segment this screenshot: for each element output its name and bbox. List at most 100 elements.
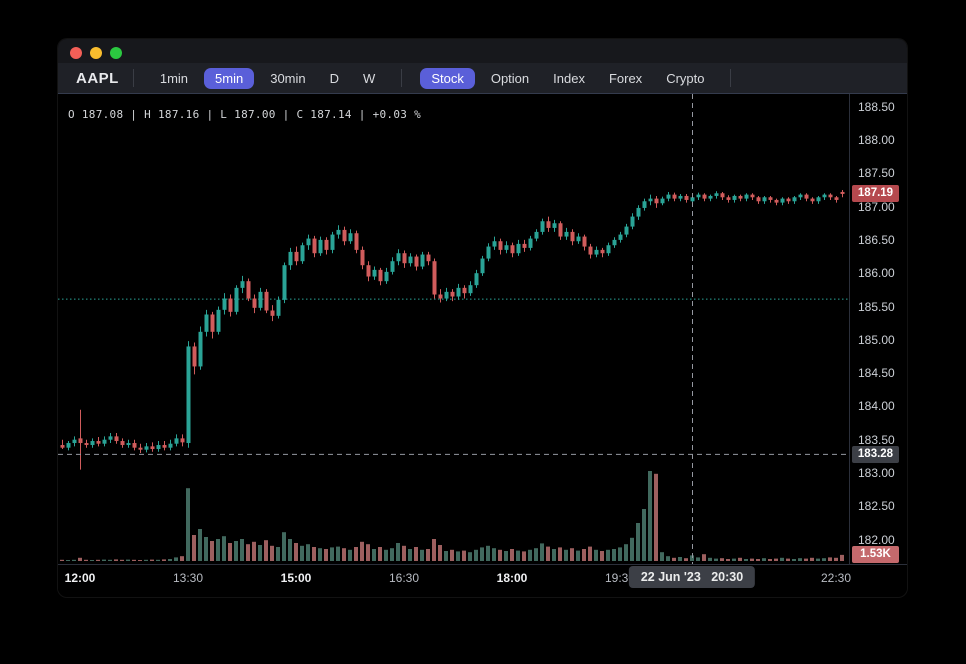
candle-body xyxy=(492,241,497,247)
candle-body xyxy=(780,198,785,203)
candle-body xyxy=(132,443,137,448)
volume-bar xyxy=(198,529,202,561)
price-chart: O 187.08 | H 187.16 | L 187.00 | C 187.1… xyxy=(58,94,907,564)
candle-body xyxy=(750,194,755,198)
candle-body xyxy=(192,346,197,367)
candle-body xyxy=(480,258,485,274)
candle-body xyxy=(324,239,329,250)
candle-body xyxy=(756,197,761,202)
crosshair-price-badge: 183.28 xyxy=(852,445,899,463)
candlestick-plot[interactable] xyxy=(58,94,849,564)
volume-bar xyxy=(780,557,784,561)
volume-bar xyxy=(384,549,388,561)
candle-body xyxy=(300,245,305,262)
volume-bar xyxy=(420,549,424,561)
volume-bar xyxy=(576,550,580,561)
volume-bar xyxy=(834,557,838,561)
candle-body xyxy=(138,447,143,450)
minimize-window-button[interactable] xyxy=(90,47,102,59)
toolbar: AAPL 1min 5min 30min D W Stock Option Index For… xyxy=(58,63,907,94)
volume-bar xyxy=(510,549,514,561)
volume-bar xyxy=(156,559,160,561)
market-tab-option[interactable]: Option xyxy=(490,70,530,86)
candle-body xyxy=(450,291,455,297)
volume-bar xyxy=(654,473,658,561)
candle-body xyxy=(144,446,149,450)
market-tab-index[interactable]: Index xyxy=(553,70,585,86)
candle-body xyxy=(540,221,545,232)
volume-bar xyxy=(600,551,604,561)
volume-badge: 1.53K xyxy=(852,546,899,564)
price-axis-label: 187.00 xyxy=(858,199,895,214)
close-window-button[interactable] xyxy=(70,47,82,59)
volume-bar xyxy=(204,537,208,561)
volume-bar xyxy=(96,559,100,561)
candle-body xyxy=(546,221,551,228)
timeframe-button-W[interactable]: W xyxy=(363,70,376,86)
candle-body xyxy=(594,249,599,255)
candle-body xyxy=(60,445,65,448)
candle-body xyxy=(660,198,665,204)
timeframe-button-5min[interactable]: 5min xyxy=(204,67,255,89)
market-tab-stock[interactable]: Stock xyxy=(420,67,475,89)
candle-body xyxy=(522,243,527,248)
volume-bar xyxy=(336,546,340,561)
candle-body xyxy=(834,197,839,200)
volume-bar xyxy=(588,546,592,561)
price-axis-label: 186.00 xyxy=(858,266,895,281)
candle-body xyxy=(582,236,587,247)
timeframe-button-D[interactable]: D xyxy=(329,70,340,86)
candle-body xyxy=(804,194,809,199)
volume-bar xyxy=(102,559,106,561)
window-titlebar[interactable] xyxy=(58,39,907,63)
volume-bar xyxy=(468,552,472,561)
timeframe-button-1min[interactable]: 1min xyxy=(159,70,189,86)
timeframe-button-30min[interactable]: 30min xyxy=(270,70,306,86)
market-tab-crypto[interactable]: Crypto xyxy=(666,70,705,86)
time-axis[interactable]: 12:00 13:30 15:00 16:30 18:00 19:30 22:30 22 Ju… xyxy=(58,564,907,591)
candle-body xyxy=(156,445,161,450)
volume-bar xyxy=(162,559,166,561)
volume-bar xyxy=(372,549,376,561)
candle-body xyxy=(648,198,653,202)
candle-body xyxy=(342,229,347,242)
candle-body xyxy=(222,298,227,310)
candle-body xyxy=(666,194,671,199)
candle-body xyxy=(510,245,515,254)
candle-body xyxy=(702,194,707,199)
volume-bar xyxy=(186,488,190,561)
candle-body xyxy=(690,197,695,202)
market-tabs: Stock Option Index Forex Crypto xyxy=(416,67,716,89)
maximize-window-button[interactable] xyxy=(110,47,122,59)
candle-body xyxy=(822,194,827,198)
candle-body xyxy=(786,198,791,202)
candle-body xyxy=(372,269,377,277)
price-axis-label: 186.50 xyxy=(858,232,895,247)
candle-body xyxy=(816,197,821,202)
candle-series xyxy=(60,189,845,470)
candle-body xyxy=(246,281,251,299)
market-tab-forex[interactable]: Forex xyxy=(608,70,643,86)
volume-bar xyxy=(396,543,400,561)
volume-bar xyxy=(324,549,328,561)
time-axis-label: 16:30 xyxy=(388,571,420,585)
volume-bar xyxy=(174,557,178,561)
volume-bar xyxy=(810,557,814,561)
volume-bar xyxy=(540,543,544,561)
volume-bar xyxy=(564,549,568,561)
candle-body xyxy=(108,436,113,440)
volume-bar xyxy=(786,558,790,561)
candle-body xyxy=(96,441,101,444)
volume-bar xyxy=(822,558,826,561)
volume-bar xyxy=(60,559,64,561)
volume-bar xyxy=(684,558,688,561)
volume-bar xyxy=(660,552,664,561)
last-price-badge: 187.19 xyxy=(852,185,899,203)
candle-body xyxy=(630,216,635,227)
volume-bar xyxy=(228,543,232,561)
time-axis-label: 12:00 xyxy=(64,571,96,585)
volume-bar xyxy=(456,551,460,561)
volume-bar xyxy=(618,547,622,561)
candle-body xyxy=(240,281,245,288)
price-axis[interactable]: 188.50 188.00 187.50 187.00 186.50 186.00 185.… xyxy=(849,94,907,564)
